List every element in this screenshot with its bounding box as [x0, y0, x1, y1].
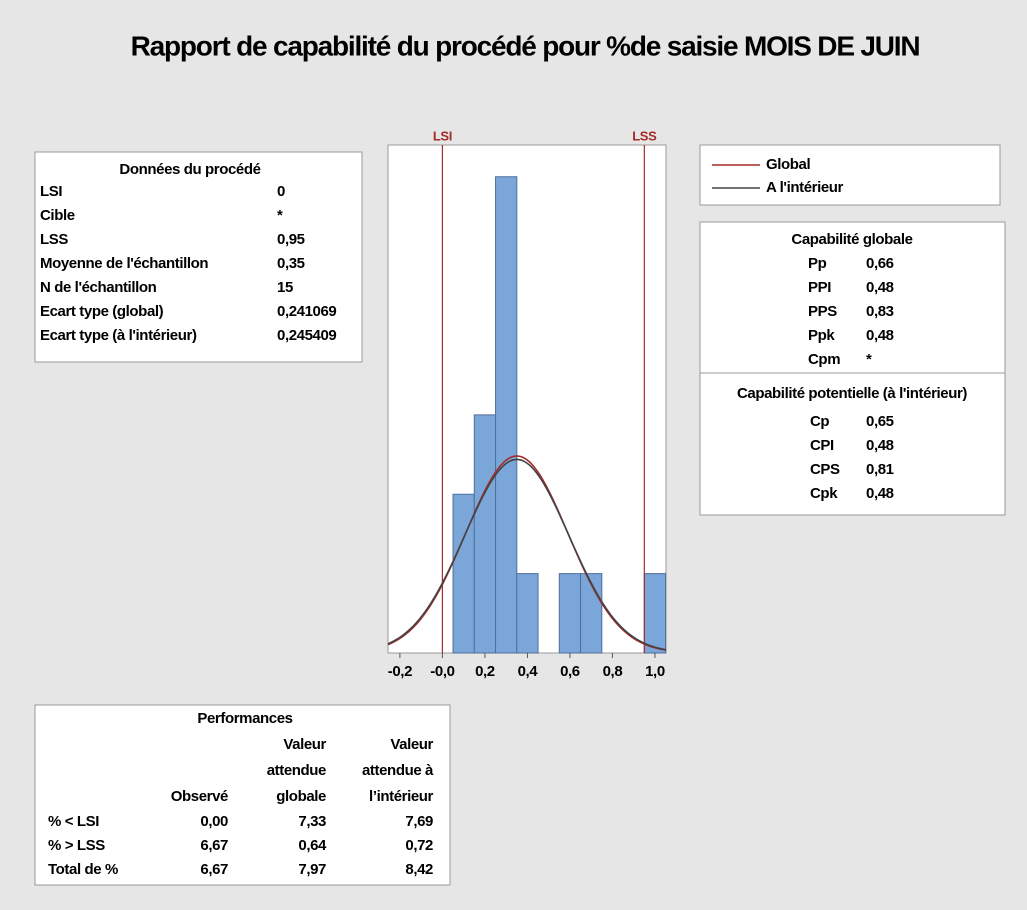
column-header: attendue: [267, 762, 326, 779]
column-header: Valeur: [283, 736, 326, 753]
cell-value: 7,69: [405, 813, 433, 830]
plot-area: [387, 144, 667, 654]
process-data-box: [34, 151, 363, 363]
row-label: Pp: [808, 255, 827, 272]
cell-value: 6,67: [200, 861, 228, 878]
row-value: 0,48: [866, 279, 894, 296]
row-value: 0,245409: [277, 327, 336, 344]
row-value: 0,48: [866, 485, 894, 502]
row-label: CPI: [810, 437, 834, 454]
x-tick-label: 1,0: [645, 663, 665, 680]
row-label: LSI: [40, 183, 62, 200]
row-value: *: [866, 351, 872, 368]
row-label: PPS: [808, 303, 837, 320]
row-label: CPS: [810, 461, 840, 478]
table-title: Capabilité potentielle (à l'intérieur): [737, 385, 967, 402]
row-label: N de l'échantillon: [40, 279, 157, 296]
table-title: Données du procédé: [119, 161, 260, 178]
row-value: *: [277, 207, 283, 224]
row-value: 0: [277, 183, 285, 200]
row-label: Ecart type (global): [40, 303, 164, 320]
x-tick-label: -0,2: [388, 663, 412, 680]
column-header: attendue à: [362, 762, 434, 779]
cell-value: 0,00: [200, 813, 228, 830]
row-label: Cpk: [810, 485, 838, 502]
column-header: globale: [276, 788, 326, 805]
bar: [495, 176, 518, 654]
cell-value: 7,97: [298, 861, 326, 878]
row-label: Cpm: [808, 351, 840, 368]
legend-box: [699, 144, 1001, 206]
cell-value: 0,64: [298, 837, 327, 854]
row-label: PPI: [808, 279, 831, 296]
bar: [473, 414, 497, 654]
row-label: Ecart type (à l'intérieur): [40, 327, 197, 344]
x-tick-label: 0,2: [475, 663, 495, 680]
x-tick-label: 0,8: [603, 663, 623, 680]
bar: [643, 573, 667, 654]
cell-value: 0,72: [405, 837, 433, 854]
row-value: 0,66: [866, 255, 894, 272]
bar: [516, 573, 539, 654]
row-label: % < LSI: [48, 813, 99, 830]
row-label: Ppk: [808, 327, 835, 344]
row-label: Total de %: [48, 861, 118, 878]
row-label: Moyenne de l'échantillon: [40, 255, 208, 272]
row-value: 0,65: [866, 413, 894, 430]
column-header: Valeur: [390, 736, 433, 753]
x-tick-label: 0,6: [560, 663, 580, 680]
row-value: 0,83: [866, 303, 894, 320]
row-label: Cible: [40, 207, 75, 224]
bar: [452, 493, 475, 654]
row-value: 0,95: [277, 231, 305, 248]
legend-label: A l'intérieur: [766, 179, 844, 196]
row-value: 0,35: [277, 255, 305, 272]
column-header: Observé: [171, 788, 228, 805]
row-value: 15: [277, 279, 293, 296]
fit-curve: [387, 458, 667, 651]
cell-value: 6,67: [200, 837, 228, 854]
x-tick-label: -0,0: [430, 663, 454, 680]
legend-label: Global: [766, 156, 811, 173]
row-value: 0,48: [866, 327, 894, 344]
reference-label: LSI: [433, 128, 452, 143]
cell-value: 7,33: [298, 813, 326, 830]
cell-value: 8,42: [405, 861, 433, 878]
table-title: Capabilité globale: [791, 231, 912, 248]
row-value: 0,241069: [277, 303, 336, 320]
bar: [558, 573, 582, 654]
capability-box: [699, 221, 1006, 516]
row-label: Cp: [810, 413, 829, 430]
row-value: 0,81: [866, 461, 894, 478]
row-label: % > LSS: [48, 837, 105, 854]
table-title: Performances: [197, 710, 292, 727]
performance-box: [34, 704, 451, 886]
column-header: l’intérieur: [369, 788, 434, 805]
x-tick-label: 0,4: [518, 663, 539, 680]
report-title: Rapport de capabilité du procédé pour %d…: [131, 30, 920, 61]
reference-label: LSS: [632, 128, 657, 143]
row-value: 0,48: [866, 437, 894, 454]
row-label: LSS: [40, 231, 68, 248]
